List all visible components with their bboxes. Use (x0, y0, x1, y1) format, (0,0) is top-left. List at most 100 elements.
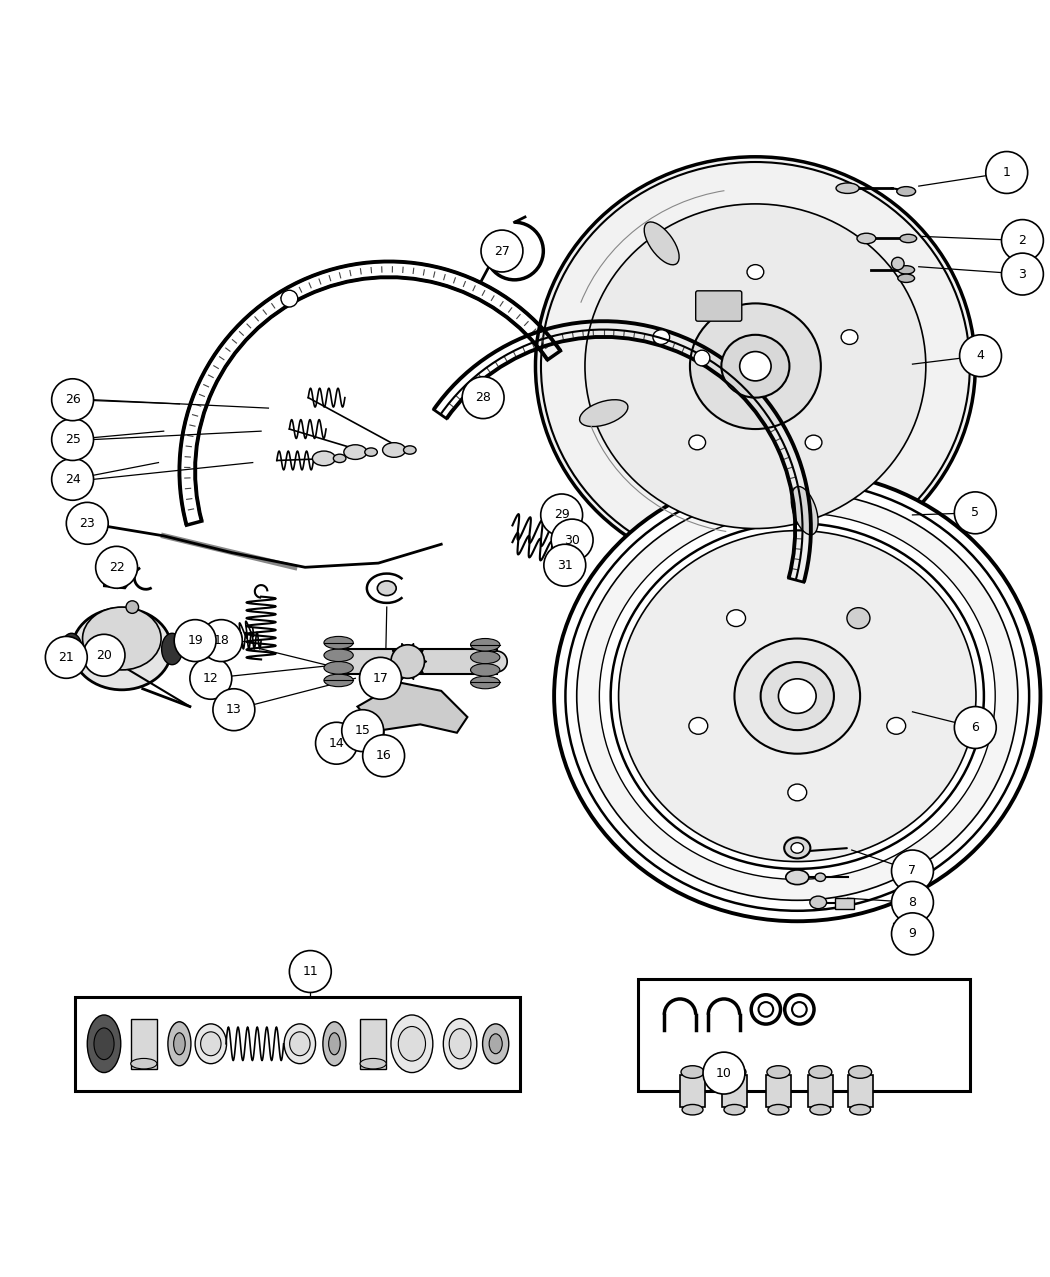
Ellipse shape (898, 275, 915, 282)
Ellipse shape (805, 435, 822, 450)
Circle shape (362, 734, 404, 776)
Ellipse shape (324, 636, 353, 649)
Polygon shape (357, 682, 467, 733)
Ellipse shape (281, 290, 298, 306)
Ellipse shape (900, 234, 917, 243)
Ellipse shape (487, 391, 496, 400)
Ellipse shape (723, 1105, 744, 1115)
Ellipse shape (580, 400, 628, 427)
Ellipse shape (403, 446, 416, 455)
Bar (807, 1075, 833, 1107)
FancyArrowPatch shape (401, 664, 406, 679)
Ellipse shape (489, 1034, 502, 1054)
Ellipse shape (313, 451, 335, 466)
Bar (360, 1019, 386, 1069)
Ellipse shape (734, 638, 860, 753)
Circle shape (391, 645, 424, 678)
Ellipse shape (841, 329, 858, 345)
Ellipse shape (751, 995, 780, 1024)
Ellipse shape (849, 1105, 870, 1115)
Ellipse shape (847, 608, 870, 628)
Circle shape (891, 913, 933, 955)
Ellipse shape (285, 1024, 316, 1064)
Text: 6: 6 (971, 722, 980, 734)
Ellipse shape (554, 471, 1041, 921)
Ellipse shape (61, 633, 82, 665)
Ellipse shape (391, 1015, 433, 1073)
Ellipse shape (173, 1033, 185, 1055)
Text: 10: 10 (716, 1066, 732, 1079)
Circle shape (51, 458, 93, 501)
Ellipse shape (891, 257, 904, 269)
Ellipse shape (722, 1066, 746, 1078)
Ellipse shape (653, 329, 670, 345)
Text: 16: 16 (376, 750, 392, 762)
Text: 20: 20 (97, 649, 112, 661)
Text: 27: 27 (494, 244, 510, 258)
Circle shape (1002, 253, 1044, 295)
Ellipse shape (739, 351, 771, 381)
Ellipse shape (443, 1019, 477, 1069)
Ellipse shape (168, 1022, 191, 1066)
Ellipse shape (536, 157, 975, 576)
Ellipse shape (760, 661, 834, 730)
Text: 1: 1 (1003, 166, 1011, 179)
Ellipse shape (857, 234, 876, 244)
Text: 13: 13 (226, 704, 242, 716)
Circle shape (1002, 220, 1044, 262)
Ellipse shape (792, 487, 818, 535)
FancyArrowPatch shape (411, 660, 426, 663)
Ellipse shape (682, 1105, 704, 1115)
Ellipse shape (126, 600, 139, 613)
Text: 11: 11 (302, 965, 318, 978)
Ellipse shape (689, 718, 708, 734)
Circle shape (359, 658, 401, 700)
Ellipse shape (645, 222, 679, 264)
Text: 14: 14 (329, 737, 344, 750)
Text: 5: 5 (971, 507, 980, 520)
Ellipse shape (576, 492, 1017, 900)
Ellipse shape (768, 1105, 789, 1115)
Ellipse shape (470, 638, 500, 651)
Ellipse shape (758, 1002, 773, 1016)
Ellipse shape (333, 455, 345, 462)
Circle shape (290, 950, 331, 992)
Text: 15: 15 (355, 724, 371, 737)
Ellipse shape (470, 651, 500, 664)
Circle shape (960, 335, 1002, 377)
Ellipse shape (324, 649, 353, 661)
Ellipse shape (323, 1022, 345, 1066)
Ellipse shape (483, 1024, 509, 1064)
Ellipse shape (785, 870, 808, 885)
Text: 8: 8 (908, 896, 917, 909)
Text: 4: 4 (976, 349, 985, 363)
Text: 3: 3 (1018, 268, 1026, 281)
Ellipse shape (815, 873, 825, 881)
Text: 2: 2 (1018, 234, 1026, 246)
Ellipse shape (808, 1066, 832, 1078)
Circle shape (341, 710, 383, 752)
Text: 9: 9 (908, 927, 917, 940)
Ellipse shape (329, 1033, 340, 1055)
Ellipse shape (398, 1027, 425, 1061)
Ellipse shape (201, 1032, 222, 1056)
Circle shape (213, 688, 255, 730)
Ellipse shape (791, 843, 803, 853)
Ellipse shape (195, 1024, 227, 1064)
Ellipse shape (585, 204, 926, 529)
Circle shape (190, 658, 232, 700)
Ellipse shape (848, 1066, 872, 1078)
Text: 21: 21 (59, 651, 75, 664)
Bar (765, 1075, 791, 1107)
Ellipse shape (481, 386, 502, 406)
FancyArrowPatch shape (408, 664, 414, 679)
Ellipse shape (565, 481, 1029, 911)
Ellipse shape (778, 679, 816, 714)
Circle shape (891, 850, 933, 891)
Bar (130, 1019, 156, 1069)
Ellipse shape (83, 607, 161, 670)
Bar (638, 979, 970, 1091)
Text: 22: 22 (109, 561, 125, 573)
Text: 17: 17 (373, 672, 388, 684)
Ellipse shape (887, 718, 906, 734)
